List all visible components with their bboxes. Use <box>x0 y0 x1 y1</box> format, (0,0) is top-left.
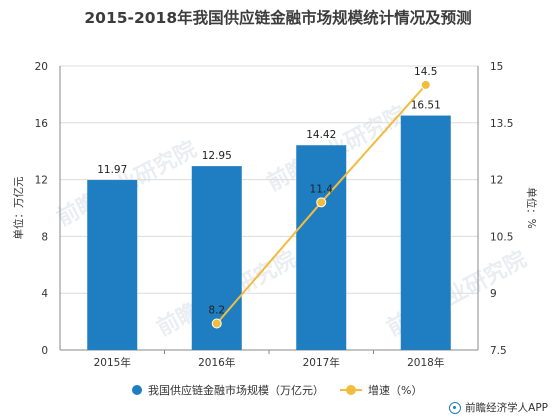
bar-value-label: 11.97 <box>97 164 127 176</box>
legend-label-scale: 我国供应链金融市场规模（万亿元） <box>148 384 324 397</box>
x-tick-label: 2015年 <box>94 356 131 369</box>
legend-label-growth: 增速（%） <box>368 384 423 397</box>
bar <box>296 145 347 350</box>
bar-value-label: 12.95 <box>202 150 232 162</box>
x-tick-label: 2017年 <box>303 356 340 369</box>
bar-value-label: 16.51 <box>411 100 441 112</box>
growth-value-label: 8.2 <box>208 304 225 316</box>
growth-value-label: 14.5 <box>414 66 437 78</box>
bar <box>400 115 451 350</box>
source-logo-icon <box>449 401 462 414</box>
y-right-tick-label: 13.5 <box>490 118 513 130</box>
y-right-tick-label: 9 <box>490 288 497 300</box>
legend-line-marker <box>340 385 362 395</box>
growth-value-label: 11.4 <box>310 183 334 195</box>
y-left-axis-title: 单位：万亿元 <box>12 176 25 239</box>
growth-point <box>420 79 431 90</box>
y-left-tick-label: 12 <box>35 175 48 187</box>
y-right-tick-label: 12 <box>490 175 503 187</box>
y-right-tick-label: 7.5 <box>490 345 507 357</box>
y-left-tick-label: 20 <box>35 61 48 73</box>
y-left-tick-label: 8 <box>41 231 48 243</box>
source-text: 前瞻经济学人APP <box>465 402 548 414</box>
x-tick-label: 2018年 <box>407 356 444 369</box>
y-right-tick-label: 10.5 <box>490 231 513 243</box>
x-tick-label: 2016年 <box>198 356 235 369</box>
y-right-tick-label: 15 <box>490 61 503 73</box>
source-credit: 前瞻经济学人APP <box>449 400 548 415</box>
y-left-tick-label: 0 <box>41 345 48 357</box>
chart-title: 2015-2018年我国供应链金融市场规模统计情况及预测 <box>84 9 472 27</box>
y-right-axis-title: 单位：% <box>525 187 538 228</box>
legend-bar-marker <box>132 385 142 395</box>
bar <box>87 180 138 350</box>
legend: 我国供应链金融市场规模（万亿元） 增速（%） <box>0 382 556 402</box>
y-left-tick-label: 16 <box>35 118 49 130</box>
legend-item-growth: 增速（%） <box>340 382 422 398</box>
growth-point <box>211 318 222 329</box>
bar-value-label: 14.42 <box>306 129 336 141</box>
y-left-tick-label: 4 <box>41 288 48 300</box>
growth-point <box>316 197 327 208</box>
legend-item-scale: 我国供应链金融市场规模（万亿元） <box>132 382 324 398</box>
